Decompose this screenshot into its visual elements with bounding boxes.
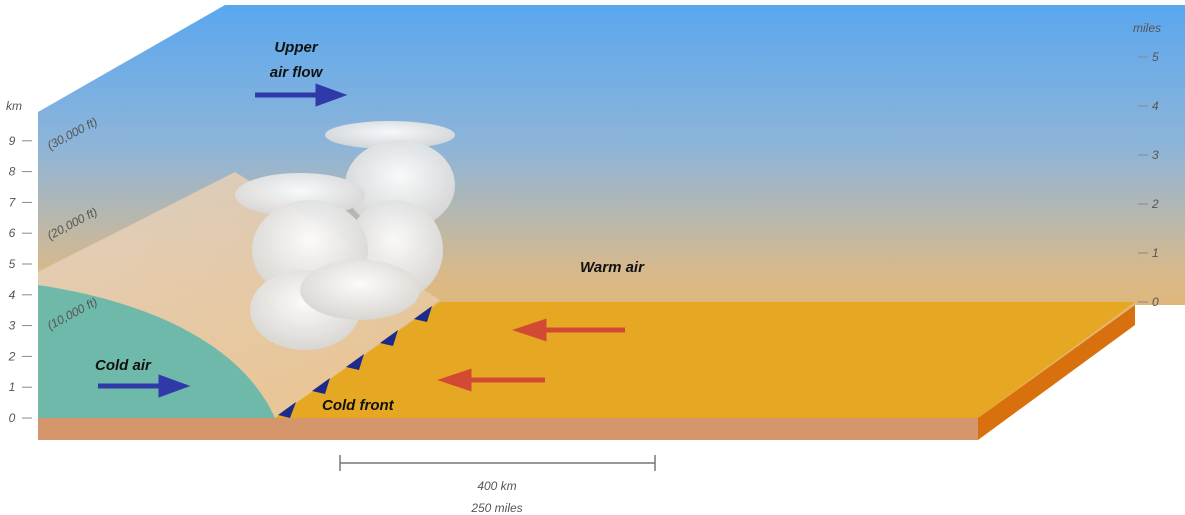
- left-tick-label: 1: [9, 380, 16, 394]
- right-tick-label: 0: [1152, 295, 1159, 309]
- scale-bar: [340, 455, 655, 471]
- right-tick-label: 3: [1152, 148, 1159, 162]
- left-tick-label: 9: [9, 134, 16, 148]
- right-tick-label: 2: [1151, 197, 1159, 211]
- right-tick-label: 1: [1152, 246, 1159, 260]
- right-tick-label: 4: [1152, 99, 1159, 113]
- cold-front-label: Cold front: [322, 397, 395, 414]
- cold-air-label: Cold air: [95, 357, 152, 374]
- ground-front: [38, 418, 978, 440]
- left-axis-unit: km: [6, 99, 22, 113]
- scale-miles: 250 miles: [470, 501, 522, 515]
- left-tick-label: 0: [9, 411, 16, 425]
- right-axis-unit: miles: [1133, 21, 1161, 35]
- warm-air-label: Warm air: [580, 259, 645, 276]
- right-tick-label: 5: [1152, 50, 1159, 64]
- left-tick-label: 4: [9, 288, 16, 302]
- left-tick-label: 6: [9, 226, 16, 240]
- cold-front-diagram: Upper air flow Warm air Cold air Cold fr…: [0, 0, 1185, 515]
- left-tick-label: 3: [9, 319, 16, 333]
- left-tick-label: 8: [9, 165, 16, 179]
- upper-air-label: Upper: [274, 39, 319, 56]
- left-tick-label: 5: [9, 257, 16, 271]
- scale-km: 400 km: [477, 479, 516, 493]
- left-tick-label: 2: [8, 349, 16, 363]
- left-tick-label: 7: [9, 195, 17, 209]
- upper-air-label: air flow: [270, 64, 324, 81]
